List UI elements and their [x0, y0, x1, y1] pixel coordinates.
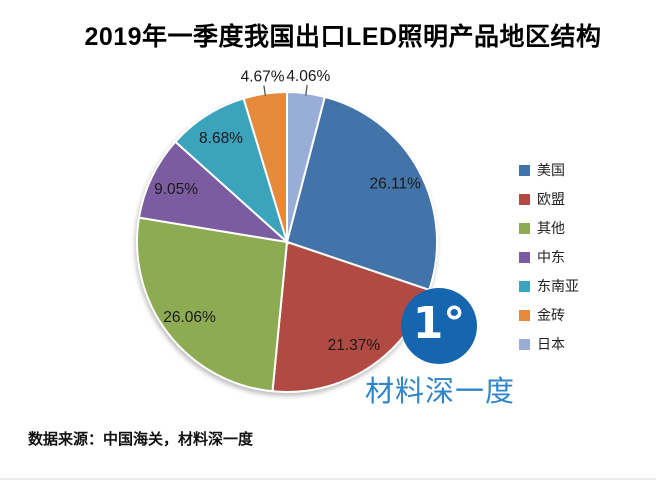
pie-slice-middle-east	[137, 140, 291, 244]
legend-swatch-brics	[519, 309, 530, 321]
pie-slice-other	[136, 216, 289, 393]
legend-swatch-eu	[519, 193, 530, 205]
bottom-edge-line	[0, 478, 656, 480]
legend-label-japan: 日本	[537, 336, 565, 352]
slice-label-middle-east: 9.05%	[154, 181, 198, 198]
legend-item-other: 其他	[519, 219, 579, 237]
legend-label-middle-east: 中东	[537, 249, 565, 265]
legend-item-japan: 日本	[519, 335, 579, 353]
source-note: 数据来源：中国海关，材料深一度	[28, 431, 254, 448]
slice-label-eu: 21.37%	[328, 337, 381, 354]
legend-label-usa: 美国	[537, 162, 565, 178]
slice-label-brics: 4.67%	[241, 69, 285, 86]
slice-label-other: 26.06%	[163, 309, 216, 326]
slice-label-japan: 4.06%	[286, 68, 330, 85]
legend-swatch-southeast-asia	[519, 280, 530, 292]
legend-label-brics: 金砖	[537, 307, 565, 323]
legend-label-other: 其他	[537, 220, 565, 236]
brand-logo-circle: 1°	[401, 288, 477, 364]
brand-logo-glyph: 1°	[412, 298, 466, 349]
pie-slice-southeast-asia	[173, 97, 289, 246]
legend: 美国欧盟其他中东东南亚金砖日本	[519, 161, 579, 353]
legend-swatch-japan	[519, 338, 530, 350]
slice-label-southeast-asia: 8.68%	[199, 130, 243, 147]
pie-slice-usa	[285, 95, 439, 292]
legend-item-usa: 美国	[519, 161, 579, 179]
legend-label-eu: 欧盟	[537, 191, 565, 207]
leader-line-brics	[263, 85, 267, 96]
watermark-text: 材料深一度	[365, 376, 516, 408]
leader-line-japan	[305, 84, 308, 96]
legend-item-eu: 欧盟	[519, 190, 579, 208]
slice-label-usa: 26.11%	[369, 176, 421, 193]
legend-label-southeast-asia: 东南亚	[537, 278, 579, 294]
legend-item-southeast-asia: 东南亚	[519, 277, 579, 295]
legend-swatch-other	[519, 222, 530, 234]
chart-title: 2019年一季度我国出口LED照明产品地区结构	[84, 23, 602, 51]
legend-swatch-middle-east	[519, 251, 530, 263]
legend-item-middle-east: 中东	[519, 248, 579, 266]
legend-swatch-usa	[519, 164, 530, 176]
legend-item-brics: 金砖	[519, 306, 579, 324]
